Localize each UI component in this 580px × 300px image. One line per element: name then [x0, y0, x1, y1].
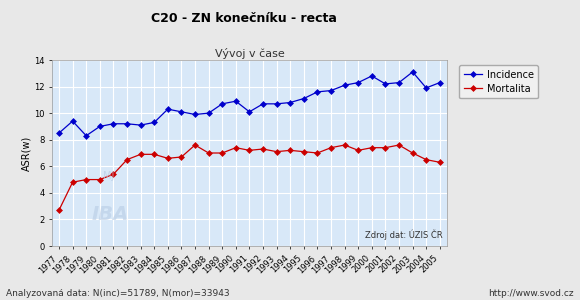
Mortalita — [164, 157, 171, 160]
Mortalita — [368, 146, 375, 149]
Incidence — [409, 70, 416, 74]
Incidence — [382, 82, 389, 86]
Mortalita — [83, 178, 90, 181]
Mortalita — [96, 178, 103, 181]
Mortalita — [423, 158, 430, 161]
Mortalita — [396, 143, 403, 147]
Mortalita — [219, 151, 226, 155]
Mortalita — [300, 150, 307, 154]
Incidence — [124, 122, 130, 126]
Mortalita — [110, 172, 117, 176]
Incidence — [151, 121, 158, 124]
Incidence — [96, 124, 103, 128]
Text: C20 - ZN konečníku - recta: C20 - ZN konečníku - recta — [151, 12, 336, 25]
Incidence — [191, 113, 198, 116]
Incidence — [205, 111, 212, 115]
Mortalita — [137, 152, 144, 156]
Incidence — [83, 134, 90, 137]
Incidence — [259, 102, 266, 106]
Mortalita — [205, 151, 212, 155]
Incidence — [164, 107, 171, 111]
Incidence — [341, 83, 348, 87]
Incidence — [137, 123, 144, 127]
Mortalita — [328, 146, 335, 149]
Mortalita — [382, 146, 389, 149]
Y-axis label: ASR(w): ASR(w) — [21, 135, 31, 171]
Mortalita — [178, 155, 185, 159]
Incidence — [246, 110, 253, 114]
Title: Vývoj v čase: Vývoj v čase — [215, 48, 284, 59]
Incidence — [219, 102, 226, 106]
Line: Mortalita: Mortalita — [57, 143, 442, 212]
Mortalita — [341, 143, 348, 147]
Mortalita — [273, 150, 280, 154]
Text: Analyzovaná data: N(inc)=51789, N(mor)=33943: Analyzovaná data: N(inc)=51789, N(mor)=3… — [6, 290, 230, 298]
Mortalita — [287, 148, 293, 152]
Mortalita — [259, 147, 266, 151]
Mortalita — [409, 151, 416, 155]
Incidence — [110, 122, 117, 126]
Incidence — [436, 81, 443, 84]
Legend: Incidence, Mortalita: Incidence, Mortalita — [459, 65, 538, 98]
Mortalita — [69, 180, 76, 184]
Incidence — [178, 110, 185, 114]
Incidence — [69, 119, 76, 123]
Incidence — [273, 102, 280, 106]
Incidence — [56, 131, 63, 135]
Incidence — [300, 97, 307, 100]
Text: http://www.svod.cz: http://www.svod.cz — [488, 290, 574, 298]
Mortalita — [314, 151, 321, 155]
Text: MJ: MJ — [103, 171, 115, 181]
Mortalita — [436, 160, 443, 164]
Incidence — [396, 81, 403, 84]
Mortalita — [151, 152, 158, 156]
Incidence — [314, 90, 321, 94]
Mortalita — [56, 208, 63, 212]
Line: Incidence: Incidence — [57, 70, 442, 138]
Incidence — [355, 81, 362, 84]
Incidence — [423, 86, 430, 90]
Mortalita — [233, 146, 240, 149]
Mortalita — [355, 148, 362, 152]
Incidence — [328, 89, 335, 92]
Mortalita — [124, 158, 130, 161]
Incidence — [287, 101, 293, 104]
Text: Zdroj dat: ÚZIS ČR: Zdroj dat: ÚZIS ČR — [365, 230, 443, 240]
Text: IBA: IBA — [92, 205, 129, 224]
Incidence — [233, 99, 240, 103]
Incidence — [368, 74, 375, 78]
Mortalita — [246, 148, 253, 152]
Mortalita — [191, 143, 198, 147]
